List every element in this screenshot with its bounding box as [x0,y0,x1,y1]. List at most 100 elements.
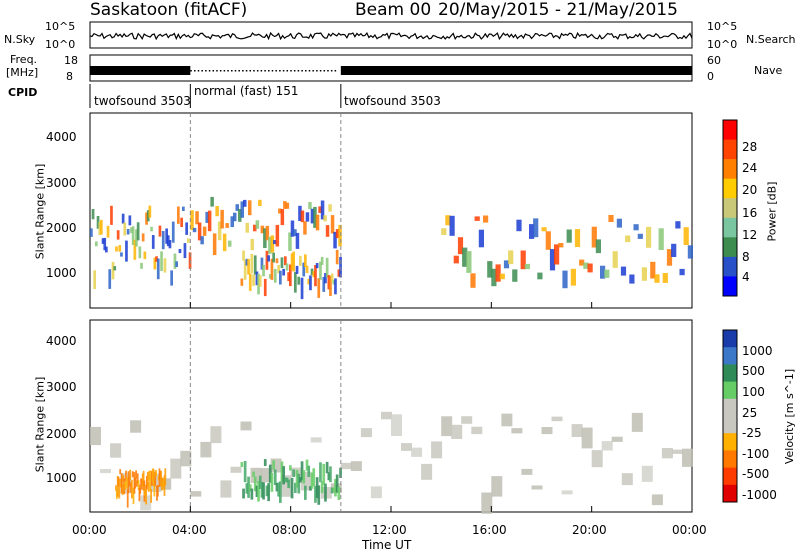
xtick-0: 00:00 [72,523,107,537]
heatmap-cell-band-0-4 [91,209,95,220]
heatmap-cell-band-4-10 [230,216,234,228]
heatmap-cell-band-14-24 [466,251,472,273]
power-colorbar-frame [722,119,738,297]
heatmap-cell-band-4-10 [315,214,320,231]
xlabel: Time UT [362,538,412,552]
heatmap-cell-positive-patch [314,485,317,503]
heatmap-cell-band-0-4 [98,221,102,236]
heatmap-cell-feature-6-10 [248,273,252,291]
heatmap-cell-band-0-4 [143,251,147,260]
heatmap-cell-positive-patch [339,467,342,478]
heatmap-cell-band-0-4 [125,240,128,262]
heatmap-cell-band-0-4 [118,245,122,252]
heatmap-cell-band-14-24 [570,268,576,286]
heatmap-cell-band-14-24 [616,218,622,228]
velocity-colorbar-segment [723,467,737,486]
heatmap-cell-band-14-24 [650,261,656,279]
heatmap-cell-band-0-4 [96,216,100,229]
heatmap-cell-band-14-24 [641,267,647,281]
heatmap-cell-ground-scatter [230,466,242,473]
heatmap-cell-band-0-4 [171,221,175,243]
heatmap-cell-positive-patch [252,471,255,477]
freq-dot [231,70,233,72]
heatmap-cell-feature-6-10 [320,256,324,265]
power-colorbar-segment [723,178,737,199]
freq-dot [216,70,218,72]
heatmap-cell-feature-6-10 [267,255,270,262]
heatmap-cell-band-14-24 [595,239,601,254]
cpid-label: CPID [8,86,38,99]
heatmap-cell-negative-patch [153,481,156,497]
velocity-colorbar-segment [723,433,737,451]
heatmap-cell-band-0-4 [168,240,172,249]
heatmap-cell-feature-6-10 [242,250,245,261]
freq-label: Freq. [10,53,38,66]
velocity-colorbar-segment [723,416,737,434]
heatmap-cell-band-0-4 [177,206,180,224]
heatmap-cell-band-0-4 [148,205,152,218]
heatmap-cell-band-14-24 [591,226,597,248]
heatmap-cell-band-4-10 [265,225,270,241]
heatmap-cell-band-4-10 [283,201,287,209]
freq-dot [242,70,244,72]
freq-dot [208,70,211,72]
heatmap-cell-band-0-4 [175,261,178,267]
heatmap-cell-band-0-4 [128,215,132,226]
heatmap-cell-positive-patch [250,488,254,500]
heatmap-cell-band-0-4 [115,246,118,252]
heatmap-cell-positive-patch [309,486,312,491]
freq-unit: [MHz] [6,66,39,79]
power-ytick-1000: 1000 [46,266,77,280]
heatmap-cell-positive-patch [268,464,272,483]
heatmap-cell-band-14-24 [671,243,677,257]
freq-dot [282,70,285,72]
heatmap-cell-positive-patch [310,472,314,489]
heatmap-cell-band-4-10 [190,210,194,231]
power-ytick-3000: 3000 [46,176,77,190]
heatmap-cell-band-0-4 [133,239,137,260]
heatmap-cell-band-14-24 [683,227,689,245]
heatmap-cell-ground-scatter [651,494,663,506]
heatmap-cell-feature-6-10 [337,269,341,277]
heatmap-cell-ground-scatter [451,424,463,439]
heatmap-cell-ground-scatter [310,437,322,443]
power-colorbar-segment [723,198,737,219]
power-cb-label: Power [dB] [765,181,779,242]
heatmap-cell-band-0-4 [182,206,185,211]
heatmap-cell-ground-scatter [350,461,362,471]
heatmap-cell-band-4-10 [225,223,229,228]
heatmap-cell-positive-patch [320,481,324,494]
heatmap-cell-ground-scatter [611,436,623,442]
heatmap-cell-ground-scatter [180,450,192,467]
heatmap-cell-band-4-10 [328,204,332,212]
heatmap-cell-positive-patch [280,461,284,482]
nsky-tick-bottom: 10^0 [45,38,76,51]
heatmap-cell-band-0-4 [170,270,173,286]
heatmap-cell-band-4-10 [243,199,247,207]
heatmap-cell-band-4-10 [295,232,300,249]
heatmap-cell-band-0-4 [187,238,190,243]
heatmap-cell-band-14-24 [470,273,476,288]
heatmap-cell-band-14-24 [658,228,664,250]
heatmap-cell-positive-patch [258,475,262,489]
heatmap-cell-ground-scatter [170,458,182,479]
heatmap-cell-band-4-10 [313,206,317,228]
freq-dot [268,70,270,72]
heatmap-cell-band-4-10 [288,232,292,251]
heatmap-cell-band-4-10 [318,206,322,213]
heatmap-cell-feature-6-10 [284,256,287,266]
heatmap-cell-band-4-10 [207,210,212,232]
heatmap-cell-band-0-4 [146,210,150,222]
heatmap-cell-positive-patch [263,459,267,466]
heatmap-cell-feature-6-10 [330,273,334,282]
freq-dot [249,70,252,72]
heatmap-cell-feature-6-10 [272,252,275,263]
heatmap-cell-ground-scatter [130,420,142,433]
heatmap-cell-positive-patch [312,468,316,487]
freq-dot [253,70,255,72]
heatmap-cell-negative-patch [124,481,127,490]
heatmap-cell-ground-scatter [491,476,503,497]
heatmap-cell-ground-scatter [621,473,633,486]
heatmap-cell-band-4-10 [200,236,204,245]
heatmap-cell-band-4-10 [205,211,209,223]
